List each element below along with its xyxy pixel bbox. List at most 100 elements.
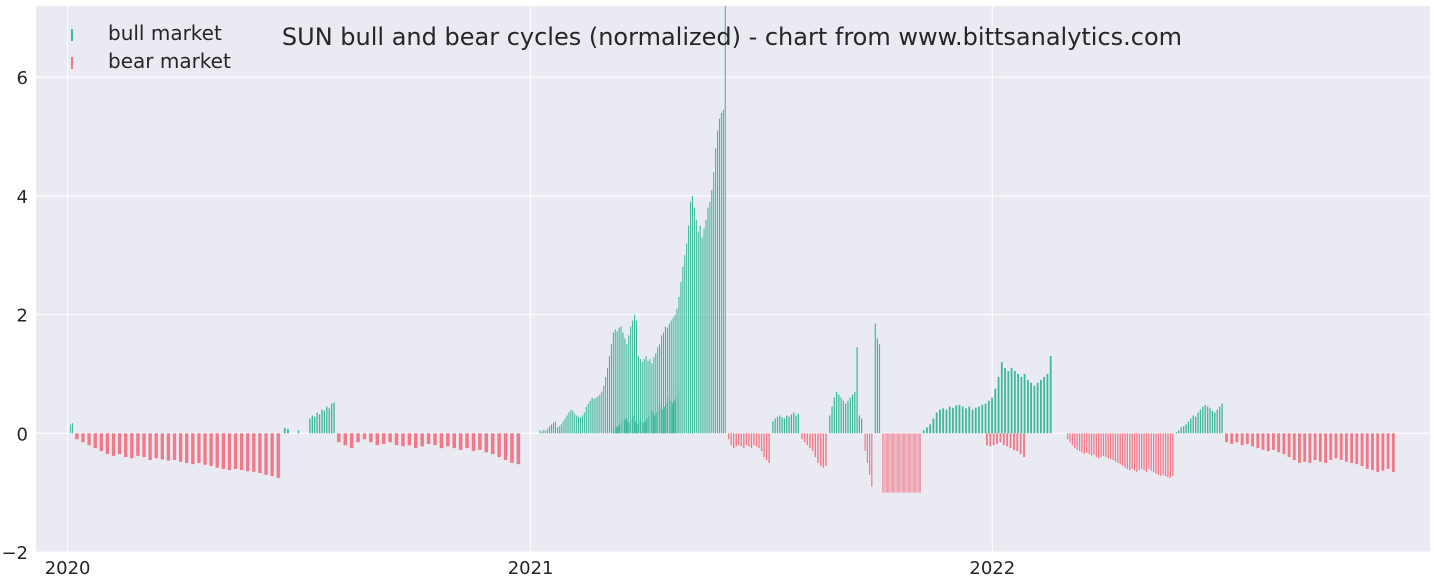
bar <box>87 433 91 446</box>
bar <box>691 195 693 434</box>
bar <box>328 408 330 434</box>
bar <box>916 433 918 493</box>
bar <box>1360 433 1364 466</box>
bar <box>439 433 444 449</box>
bar <box>608 356 610 434</box>
bar <box>905 433 907 493</box>
bar <box>1030 382 1033 434</box>
bar <box>1152 433 1155 472</box>
bar <box>909 433 910 493</box>
bar <box>154 433 158 459</box>
bar <box>547 428 549 434</box>
bar <box>647 360 649 434</box>
bar <box>1088 433 1090 455</box>
bar <box>591 397 593 434</box>
bar <box>420 433 424 447</box>
bar <box>1019 433 1022 455</box>
bar <box>545 430 547 434</box>
bar <box>908 433 909 493</box>
bar <box>1138 433 1140 471</box>
legend: bull market bear market <box>71 21 231 73</box>
bar <box>1102 433 1105 456</box>
bar <box>1178 430 1180 434</box>
bar <box>670 400 672 434</box>
bar <box>166 433 171 461</box>
bar <box>705 219 707 434</box>
bar <box>882 433 883 493</box>
bar <box>1308 433 1312 463</box>
bar <box>209 433 213 466</box>
bar <box>581 415 583 434</box>
bar <box>890 433 892 493</box>
bar <box>750 433 753 449</box>
bar <box>727 433 730 440</box>
bar <box>690 201 692 434</box>
bar <box>1160 433 1162 477</box>
bar <box>1023 433 1025 458</box>
bar <box>624 420 625 434</box>
bar <box>797 413 799 434</box>
bar <box>1221 403 1223 434</box>
bar <box>914 433 915 493</box>
bar <box>617 426 619 434</box>
bar <box>772 421 774 434</box>
bar <box>883 433 885 493</box>
legend-bear-label: bear market <box>108 49 231 73</box>
bar <box>1117 433 1119 463</box>
bar <box>1020 376 1023 434</box>
bar <box>394 433 399 446</box>
bar <box>1185 424 1187 434</box>
bar <box>1240 433 1244 446</box>
x-tick-label: 2022 <box>969 558 1015 579</box>
bar <box>672 317 674 434</box>
bar <box>1245 433 1249 444</box>
bar <box>539 430 541 434</box>
bar <box>503 433 508 461</box>
bar <box>185 433 189 463</box>
bar <box>349 433 354 449</box>
bar <box>801 433 803 440</box>
bar <box>760 433 763 452</box>
bar <box>1090 433 1093 456</box>
bar <box>1164 433 1167 477</box>
bar <box>893 433 894 493</box>
bar <box>892 433 893 493</box>
bar <box>1261 433 1265 450</box>
legend-bull-label: bull market <box>108 21 222 45</box>
bar <box>856 347 858 434</box>
bar <box>628 422 630 434</box>
bar <box>1334 433 1338 459</box>
bar <box>1098 433 1100 459</box>
bar <box>510 433 514 463</box>
bar <box>670 320 672 434</box>
bar <box>1391 433 1395 472</box>
bar <box>715 148 717 434</box>
bar <box>861 418 863 434</box>
bar <box>693 207 695 434</box>
bar <box>676 308 678 434</box>
bar <box>630 420 632 434</box>
bar <box>333 402 335 434</box>
bar <box>911 433 913 493</box>
x-tick-label: 2020 <box>45 558 91 579</box>
bar <box>935 412 938 434</box>
bar <box>70 424 72 434</box>
bar <box>1371 433 1374 471</box>
bar <box>1043 376 1046 434</box>
bar <box>1143 433 1145 471</box>
bars-group <box>70 6 1395 493</box>
bar <box>612 332 614 434</box>
bar <box>570 409 572 434</box>
bar <box>599 394 601 434</box>
bar <box>1277 433 1281 453</box>
bar <box>1100 433 1102 458</box>
bar <box>745 433 748 446</box>
y-tick-label: 6 <box>17 68 28 89</box>
bar <box>952 407 954 434</box>
bar <box>572 410 574 434</box>
bar <box>1230 433 1234 444</box>
bar <box>1192 415 1194 434</box>
bar <box>755 433 758 447</box>
bar <box>720 112 722 434</box>
bar <box>1010 368 1013 434</box>
